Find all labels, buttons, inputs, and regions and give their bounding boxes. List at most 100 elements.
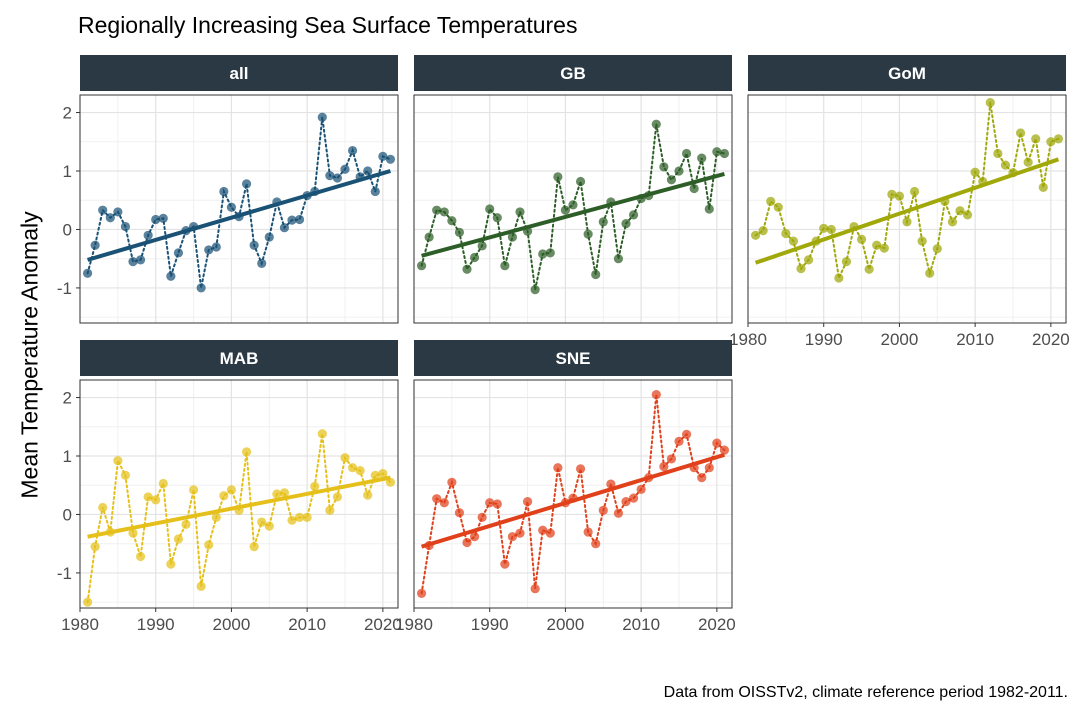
data-point: [294, 214, 305, 225]
data-point: [325, 171, 335, 181]
data-point: [432, 494, 442, 504]
data-point: [909, 186, 920, 197]
data-point: [188, 485, 199, 495]
data-point: [279, 223, 290, 233]
data-point: [257, 517, 267, 527]
data-point: [340, 164, 350, 174]
data-point: [82, 597, 93, 607]
data-point: [788, 236, 799, 246]
data-point: [538, 525, 548, 535]
data-point: [993, 148, 1003, 159]
panel-border: [413, 94, 733, 324]
data-point: [704, 204, 714, 214]
data-point: [575, 464, 586, 474]
y-tick-label: 2: [63, 104, 72, 123]
data-point: [90, 542, 100, 552]
facet-strip: [748, 55, 1066, 91]
y-tick-label: -1: [57, 564, 72, 583]
facet-strip-label: GB: [560, 64, 586, 83]
data-point: [659, 162, 669, 172]
data-point: [674, 166, 684, 176]
chart-caption: Data from OISSTv2, climate reference per…: [663, 684, 1068, 701]
x-tick-label: 1980: [61, 615, 99, 634]
data-point: [287, 215, 297, 225]
data-point: [621, 497, 631, 507]
data-point: [181, 519, 191, 530]
data-point: [894, 191, 905, 201]
data-point: [302, 512, 312, 522]
data-point: [477, 241, 487, 251]
trend-line: [87, 475, 391, 539]
data-point: [553, 463, 563, 473]
data-point: [485, 498, 495, 508]
data-point: [279, 488, 290, 498]
data-point: [135, 255, 146, 265]
data-point: [674, 436, 684, 446]
data-point: [781, 228, 791, 239]
data-point: [522, 497, 533, 507]
data-point: [151, 214, 161, 225]
data-point: [264, 521, 274, 531]
data-point: [158, 213, 168, 223]
panel-border: [747, 94, 1067, 324]
data-point: [530, 285, 540, 295]
data-point: [628, 210, 639, 220]
data-point: [151, 495, 161, 505]
data-point: [879, 243, 889, 253]
data-point: [500, 559, 510, 569]
facet-panel-all: all -1 0 1 2: [57, 55, 399, 324]
data-point: [1000, 160, 1011, 170]
data-point: [211, 242, 221, 252]
data-point: [378, 151, 388, 161]
data-point: [143, 230, 153, 240]
data-point: [196, 581, 206, 591]
data-point: [591, 269, 601, 280]
data-point: [249, 542, 259, 552]
facet-strip: [80, 340, 398, 376]
facet-panel-SNE: SNE 1980 1990 2000 2010 2020: [395, 340, 736, 634]
data-point: [613, 508, 624, 518]
data-point: [325, 505, 335, 515]
data-point: [553, 172, 563, 182]
data-point: [447, 477, 457, 487]
data-point: [925, 268, 935, 278]
data-point: [416, 588, 427, 598]
data-point: [485, 204, 495, 214]
data-point: [636, 484, 646, 494]
y-tick-label: 0: [63, 220, 72, 239]
data-point: [872, 240, 882, 250]
data-point: [666, 175, 677, 185]
x-tick-label: 2020: [698, 615, 736, 634]
data-point: [363, 166, 373, 176]
data-point: [424, 232, 434, 242]
data-point: [378, 468, 388, 479]
data-point: [500, 261, 510, 271]
panel-border: [413, 379, 733, 609]
data-point: [712, 147, 722, 157]
data-point: [219, 491, 229, 501]
data-point: [113, 207, 123, 217]
facet-strip: [414, 55, 732, 91]
trend-line: [754, 157, 1060, 265]
data-point: [697, 153, 707, 163]
data-point: [158, 478, 168, 489]
data-point: [530, 584, 540, 594]
data-point: [796, 264, 806, 274]
data-point: [568, 200, 578, 210]
data-point: [955, 206, 965, 216]
data-point: [166, 559, 176, 569]
data-point: [454, 508, 465, 518]
data-point: [932, 244, 942, 254]
data-point: [113, 456, 123, 466]
data-point: [666, 454, 677, 464]
data-point: [803, 255, 814, 265]
data-point: [970, 167, 980, 177]
data-point: [264, 232, 274, 242]
data-point: [1046, 137, 1056, 147]
data-point: [226, 202, 237, 212]
data-point: [332, 173, 343, 183]
facet-strip: [414, 340, 732, 376]
data-point: [766, 196, 776, 206]
data-point: [317, 429, 327, 439]
